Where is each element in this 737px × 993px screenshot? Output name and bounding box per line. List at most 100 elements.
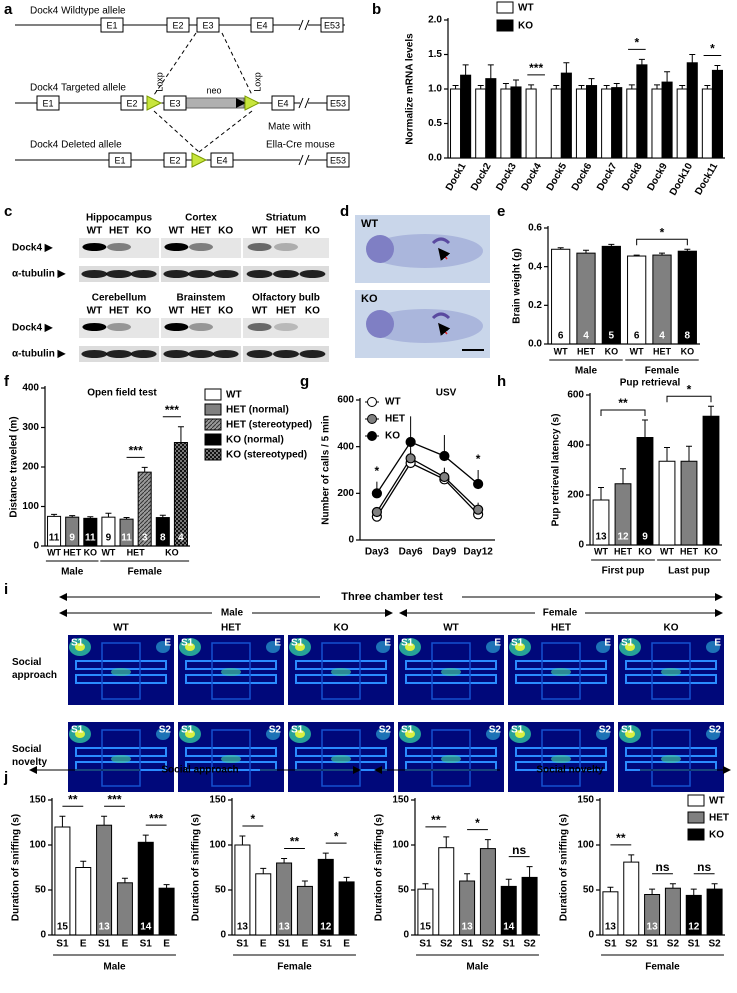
bar <box>158 887 175 936</box>
bar <box>601 88 613 159</box>
arena <box>321 729 361 787</box>
x-tick-label: Day12 <box>463 547 493 558</box>
band <box>188 270 214 278</box>
arrow <box>438 322 451 336</box>
exon-label: E2 <box>172 20 183 30</box>
y-tick-label: 100 <box>209 840 226 851</box>
bar <box>550 88 562 159</box>
arena <box>541 729 581 787</box>
error-bar <box>502 82 509 89</box>
genotype-label: KO <box>334 623 349 634</box>
significance: * <box>687 382 692 396</box>
allele-title: Dock4 Deleted allele <box>30 140 122 151</box>
line <box>304 19 310 31</box>
y-tick-label: 400 <box>22 383 39 394</box>
n-label: 11 <box>49 533 60 544</box>
error-bar <box>711 883 718 890</box>
legend-label: KO (normal) <box>226 435 284 446</box>
panel-label: i <box>4 581 8 598</box>
x-tick-label: S1 <box>503 939 516 950</box>
x-tick-label: Dock9 <box>645 161 670 193</box>
corner-label: S2 <box>379 725 392 736</box>
cerebellum <box>366 310 394 338</box>
hotspot <box>156 728 170 740</box>
row-label: α-tubulin ▶ <box>12 269 67 280</box>
x-tick-label: KO <box>84 547 98 557</box>
legend-label: WT <box>226 390 242 401</box>
line <box>153 32 197 96</box>
hotspot <box>266 728 280 740</box>
y-tick-label: 400 <box>567 440 584 451</box>
x-tick-label: HET <box>653 346 672 356</box>
y-tick-label: 50 <box>583 885 595 896</box>
y-tick-label: 600 <box>337 395 354 406</box>
group-label: Male <box>61 567 84 578</box>
error-bar <box>464 873 471 881</box>
legend-swatch <box>687 828 705 841</box>
panel-label: a <box>4 1 13 18</box>
arena <box>101 642 141 700</box>
error-bar <box>628 854 635 863</box>
x-tick-label: Dock10 <box>668 161 696 198</box>
genotype-label: WT <box>443 623 459 634</box>
y-tick-label: 100 <box>22 501 39 512</box>
hotspot <box>405 643 415 651</box>
error-bar <box>654 84 661 89</box>
error-bar <box>607 886 614 892</box>
y-tick-label: 200 <box>567 490 584 501</box>
n-label: 11 <box>121 533 132 544</box>
significance: *** <box>165 403 179 417</box>
bar <box>510 86 522 159</box>
x-tick-label: Dock2 <box>469 161 494 193</box>
corner-label: S2 <box>159 725 172 736</box>
error-bar <box>505 878 512 887</box>
corner-label: S1 <box>511 638 524 649</box>
legend-label: WT <box>709 796 725 807</box>
bar <box>702 415 720 546</box>
hotspot <box>706 641 720 653</box>
blot-bg <box>79 318 159 338</box>
panel-label: d <box>340 203 349 220</box>
x-tick-label: KO <box>704 546 718 556</box>
error-bar <box>708 405 714 417</box>
error-bar <box>608 243 615 247</box>
n-label: 6 <box>634 331 640 342</box>
hotspot <box>486 641 500 653</box>
x-tick-label: Dock7 <box>595 161 620 193</box>
exon-box <box>120 95 144 111</box>
band <box>189 323 213 331</box>
exon-label: E4 <box>216 155 227 165</box>
hotspot <box>111 668 131 676</box>
error-bar <box>69 515 76 518</box>
tissue-label: Olfactory bulb <box>252 293 320 304</box>
bar <box>54 826 71 936</box>
band <box>107 243 131 251</box>
legend-label: KO (stereotyped) <box>226 450 307 461</box>
x-tick-label: S1 <box>56 939 69 950</box>
x-tick-label: KO <box>638 546 652 556</box>
significance: ns <box>697 860 711 874</box>
exon-box <box>163 95 187 111</box>
error-bar <box>322 852 329 860</box>
band <box>274 243 298 251</box>
error-bar <box>141 466 148 473</box>
chart-title: USV <box>436 388 457 399</box>
x-tick-label: KO <box>605 346 619 356</box>
genotype-label: HET <box>276 226 296 237</box>
error-bar <box>553 85 560 89</box>
error-bar <box>598 487 604 500</box>
y-axis-label: Duration of sniffing (s) <box>11 814 22 921</box>
exon-label: E53 <box>324 20 340 30</box>
corner-label: S2 <box>709 725 722 736</box>
error-bar <box>528 84 535 89</box>
hotspot <box>156 641 170 653</box>
sig-bracket <box>636 238 688 246</box>
panel-label: j <box>3 769 8 786</box>
bar <box>686 62 698 159</box>
error-bar <box>526 866 533 878</box>
bar <box>450 88 462 159</box>
error-bar <box>704 85 711 89</box>
legend-swatch <box>204 388 222 401</box>
genotype-label: WT <box>169 306 185 317</box>
band <box>163 350 190 358</box>
